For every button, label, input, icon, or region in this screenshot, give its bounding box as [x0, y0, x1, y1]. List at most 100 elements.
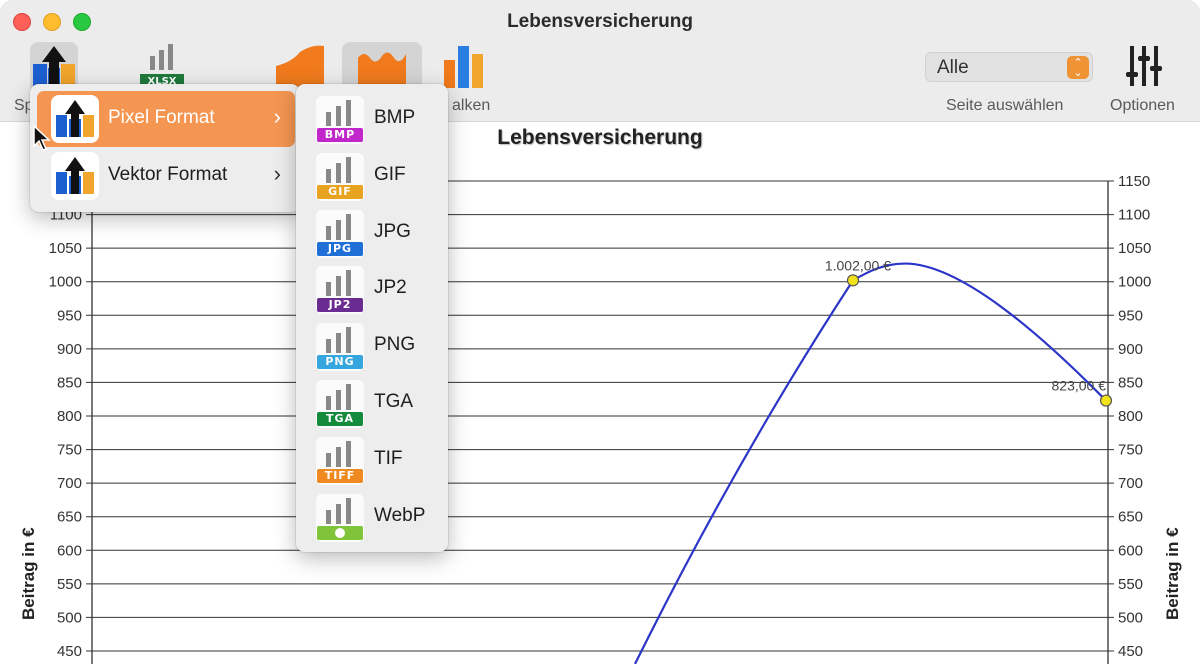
- format-item-webp[interactable]: WebP: [296, 490, 448, 546]
- y-tick-label-right: 900: [1118, 341, 1143, 358]
- format-jp2-icon: JP2: [316, 266, 364, 315]
- format-tif-icon: TIFF: [316, 436, 364, 485]
- window-title: Lebensversicherung: [507, 11, 693, 32]
- y-tick-label-right: 700: [1118, 475, 1143, 492]
- y-tick-label-left: 800: [57, 408, 82, 425]
- close-button[interactable]: [13, 13, 31, 31]
- format-item-jp2[interactable]: JP2 JP2: [296, 262, 448, 318]
- chart-area: 450 450 500 500 550 550 600 600 650 650 700 700 750 7…: [0, 123, 1200, 664]
- y-tick-label-right: 650: [1118, 509, 1143, 526]
- y-tick-label-left: 700: [57, 475, 82, 492]
- pixel-format-icon: [51, 95, 99, 143]
- format-badge: JPG: [317, 241, 363, 256]
- format-label: BMP: [374, 107, 416, 128]
- y-tick-label-right: 750: [1118, 442, 1143, 459]
- y-tick-label-left: 850: [57, 374, 82, 391]
- page-select[interactable]: Alle ⌃ ⌄: [925, 52, 1093, 82]
- format-label: PNG: [374, 334, 416, 356]
- format-submenu: BMP BMP GIF GIF JPG JPG JP2 JP2 PNG PNG TGA TGA TIFF…: [296, 84, 448, 552]
- export-menu: Pixel Format › Vektor Format ›: [30, 84, 300, 212]
- y-tick-label-left: 950: [57, 307, 82, 324]
- format-badge: [317, 525, 363, 540]
- y-tick-label-left: 500: [57, 609, 82, 626]
- y-tick-label-left: 450: [57, 643, 82, 660]
- chevron-right-icon: ›: [273, 161, 281, 186]
- chevron-right-icon: ›: [273, 104, 281, 129]
- y-tick-label-left: 600: [57, 542, 82, 559]
- xlsx-icon: XLSX: [140, 44, 184, 87]
- format-badge: GIF: [317, 184, 363, 199]
- y-tick-label-left: 750: [57, 442, 82, 459]
- data-point: [1099, 394, 1113, 407]
- export-icon: [33, 46, 75, 88]
- format-item-png[interactable]: PNG PNG: [296, 319, 448, 375]
- y-tick-label-right: 800: [1118, 408, 1143, 425]
- format-tga-icon: TGA: [316, 380, 364, 428]
- format-badge: TIFF: [317, 468, 363, 483]
- format-badge: TGA: [317, 412, 363, 426]
- y-tick-label-right: 1050: [1118, 240, 1151, 257]
- y-tick-label-left: 650: [57, 509, 82, 526]
- page-select-value: Alle: [937, 57, 969, 78]
- y-axis-title-right: Beitrag in €: [1163, 527, 1182, 620]
- format-gif-icon: GIF: [316, 152, 364, 201]
- format-label: TIF: [374, 447, 403, 469]
- pixel-format-label: Pixel Format: [108, 107, 215, 128]
- area-chart-icon: [276, 45, 324, 88]
- zoom-button[interactable]: [73, 13, 91, 31]
- data-label: 823,00 €: [1052, 378, 1107, 394]
- y-tick-label-right: 950: [1118, 307, 1143, 324]
- xlsx-badge: XLSX: [148, 76, 177, 87]
- sliders-icon: [1126, 46, 1162, 86]
- y-tick-label-left: 1050: [49, 240, 82, 257]
- xlsx-export-button[interactable]: XLSX: [138, 42, 186, 94]
- menu-item-pixel-format[interactable]: Pixel Format ›: [37, 91, 295, 147]
- menu-item-vektor-format[interactable]: Vektor Format ›: [37, 148, 295, 204]
- mouse-cursor-icon: [33, 124, 51, 151]
- format-jpg-icon: JPG: [316, 209, 364, 258]
- bar-chart-icon: [444, 46, 483, 88]
- y-tick-label-right: 550: [1118, 576, 1143, 593]
- format-item-jpg[interactable]: JPG JPG: [296, 206, 448, 262]
- y-tick-label-right: 1150: [1118, 173, 1150, 190]
- area-chart-button[interactable]: [272, 42, 328, 94]
- bar-chart-label: alken: [452, 97, 491, 114]
- y-tick-label-left: 550: [57, 576, 82, 593]
- format-webp-icon: [316, 493, 364, 542]
- format-item-tif[interactable]: TIFF TIF: [296, 433, 448, 489]
- y-tick-label-right: 500: [1118, 609, 1143, 626]
- line-chart: 450 450 500 500 550 550 600 600 650 650 700 700 750 7…: [19, 173, 1182, 664]
- format-label: GIF: [374, 163, 406, 185]
- options-button[interactable]: [1124, 42, 1168, 94]
- format-item-tga[interactable]: TGA TGA: [296, 376, 448, 432]
- chart-title: Lebensversicherung: [497, 126, 703, 149]
- minimize-button[interactable]: [43, 13, 61, 31]
- format-label: JP2: [374, 277, 407, 299]
- page-select-label: Seite auswählen: [946, 97, 1064, 114]
- y-tick-label-right: 850: [1118, 374, 1143, 391]
- y-tick-label-left: 900: [57, 341, 82, 358]
- format-badge: PNG: [317, 355, 363, 370]
- format-bmp-icon: BMP: [316, 96, 364, 144]
- vektor-format-icon: [51, 152, 99, 200]
- format-label: JPG: [374, 220, 411, 242]
- format-badge: BMP: [317, 128, 363, 142]
- y-tick-label-left: 1000: [49, 274, 82, 291]
- y-tick-label-right: 1000: [1118, 274, 1151, 291]
- data-point: [846, 274, 860, 287]
- export-label: Sp: [14, 97, 34, 114]
- format-label: TGA: [374, 391, 414, 412]
- select-stepper-icon: ⌃ ⌄: [1067, 56, 1089, 79]
- y-tick-label-right: 600: [1118, 542, 1143, 559]
- bar-chart-button[interactable]: [440, 42, 490, 94]
- format-badge: JP2: [317, 298, 363, 313]
- series-line: [634, 262, 1107, 664]
- format-item-bmp[interactable]: BMP BMP: [296, 92, 448, 148]
- y-tick-label-right: 1100: [1118, 207, 1150, 224]
- y-tick-label-right: 450: [1118, 643, 1143, 660]
- format-item-gif[interactable]: GIF GIF: [296, 149, 448, 205]
- data-label: 1.002,00 €: [825, 257, 891, 273]
- format-png-icon: PNG: [316, 323, 364, 372]
- curve-chart-icon: [358, 52, 406, 88]
